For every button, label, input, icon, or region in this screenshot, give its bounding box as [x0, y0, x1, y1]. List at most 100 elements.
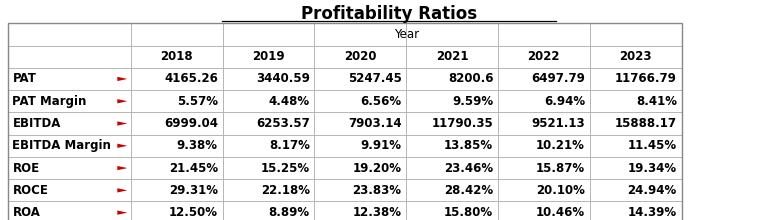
Text: 5247.45: 5247.45: [348, 72, 401, 85]
Polygon shape: [117, 99, 128, 103]
Text: 15.87%: 15.87%: [536, 161, 585, 175]
Bar: [131, 179, 223, 202]
Text: EBITDA: EBITDA: [12, 117, 61, 130]
Text: EBITDA Margin: EBITDA Margin: [12, 139, 111, 152]
Bar: [590, 90, 682, 112]
Bar: [406, 157, 498, 179]
Text: 4.48%: 4.48%: [268, 95, 310, 108]
Bar: [131, 68, 223, 90]
Bar: [406, 90, 498, 112]
Bar: [223, 179, 314, 202]
Bar: [314, 68, 406, 90]
Bar: [498, 90, 590, 112]
Text: 8.17%: 8.17%: [268, 139, 310, 152]
Text: 11766.79: 11766.79: [615, 72, 677, 85]
Bar: [406, 46, 498, 68]
Text: 10.46%: 10.46%: [536, 206, 585, 219]
Text: 12.38%: 12.38%: [352, 206, 401, 219]
Bar: [498, 179, 590, 202]
Bar: [314, 46, 406, 68]
Text: 2023: 2023: [619, 50, 652, 63]
Bar: [498, 135, 590, 157]
Text: 8200.6: 8200.6: [448, 72, 493, 85]
Bar: [314, 135, 406, 157]
Bar: [406, 135, 498, 157]
Bar: [406, 112, 498, 135]
Text: 9.38%: 9.38%: [177, 139, 218, 152]
Text: 2021: 2021: [436, 50, 468, 63]
Text: 15.80%: 15.80%: [444, 206, 493, 219]
Polygon shape: [117, 188, 128, 192]
Bar: [223, 202, 314, 220]
Text: 6.94%: 6.94%: [544, 95, 585, 108]
Text: ROCE: ROCE: [12, 184, 48, 197]
Bar: [498, 157, 590, 179]
Text: 13.85%: 13.85%: [444, 139, 493, 152]
Text: Profitability Ratios: Profitability Ratios: [301, 5, 477, 23]
Bar: [131, 112, 223, 135]
Bar: [223, 46, 314, 68]
Bar: [131, 23, 223, 46]
Bar: [223, 90, 314, 112]
Text: ROA: ROA: [12, 206, 40, 219]
Bar: [590, 202, 682, 220]
Bar: [498, 23, 590, 46]
Bar: [406, 68, 498, 90]
Bar: [590, 46, 682, 68]
Bar: [314, 23, 406, 46]
Bar: [223, 157, 314, 179]
Text: 3440.59: 3440.59: [256, 72, 310, 85]
Text: 23.46%: 23.46%: [444, 161, 493, 175]
Text: 2020: 2020: [344, 50, 377, 63]
Polygon shape: [117, 144, 128, 148]
Text: 9.59%: 9.59%: [452, 95, 493, 108]
Text: 15.25%: 15.25%: [261, 161, 310, 175]
Text: 6999.04: 6999.04: [164, 117, 218, 130]
Bar: [8, 157, 131, 179]
Text: 21.45%: 21.45%: [169, 161, 218, 175]
Bar: [498, 46, 590, 68]
Bar: [314, 202, 406, 220]
Bar: [131, 157, 223, 179]
Bar: [223, 112, 314, 135]
Text: 8.41%: 8.41%: [636, 95, 677, 108]
Bar: [8, 68, 131, 90]
Text: 4165.26: 4165.26: [164, 72, 218, 85]
Text: 7903.14: 7903.14: [348, 117, 401, 130]
Bar: [8, 23, 682, 220]
Text: 10.21%: 10.21%: [536, 139, 585, 152]
Bar: [590, 23, 682, 46]
Bar: [498, 202, 590, 220]
Polygon shape: [117, 211, 128, 215]
Text: Year: Year: [394, 28, 419, 41]
Bar: [131, 46, 223, 68]
Text: 9.91%: 9.91%: [360, 139, 401, 152]
Text: 2018: 2018: [160, 50, 193, 63]
Text: 6253.57: 6253.57: [256, 117, 310, 130]
Bar: [8, 202, 131, 220]
Bar: [314, 112, 406, 135]
Text: 29.31%: 29.31%: [169, 184, 218, 197]
Bar: [8, 23, 131, 46]
Text: 6.56%: 6.56%: [360, 95, 401, 108]
Text: PAT: PAT: [12, 72, 37, 85]
Text: ROE: ROE: [12, 161, 40, 175]
Text: 24.94%: 24.94%: [628, 184, 677, 197]
Bar: [406, 202, 498, 220]
Bar: [8, 179, 131, 202]
Text: 6497.79: 6497.79: [531, 72, 585, 85]
Bar: [590, 135, 682, 157]
Text: 20.10%: 20.10%: [536, 184, 585, 197]
Text: 11.45%: 11.45%: [628, 139, 677, 152]
Bar: [590, 68, 682, 90]
Bar: [131, 202, 223, 220]
Polygon shape: [117, 121, 128, 126]
Bar: [314, 90, 406, 112]
Bar: [131, 135, 223, 157]
Text: 22.18%: 22.18%: [261, 184, 310, 197]
Bar: [131, 90, 223, 112]
Bar: [8, 90, 131, 112]
Text: 19.34%: 19.34%: [628, 161, 677, 175]
Bar: [498, 112, 590, 135]
Bar: [223, 23, 314, 46]
